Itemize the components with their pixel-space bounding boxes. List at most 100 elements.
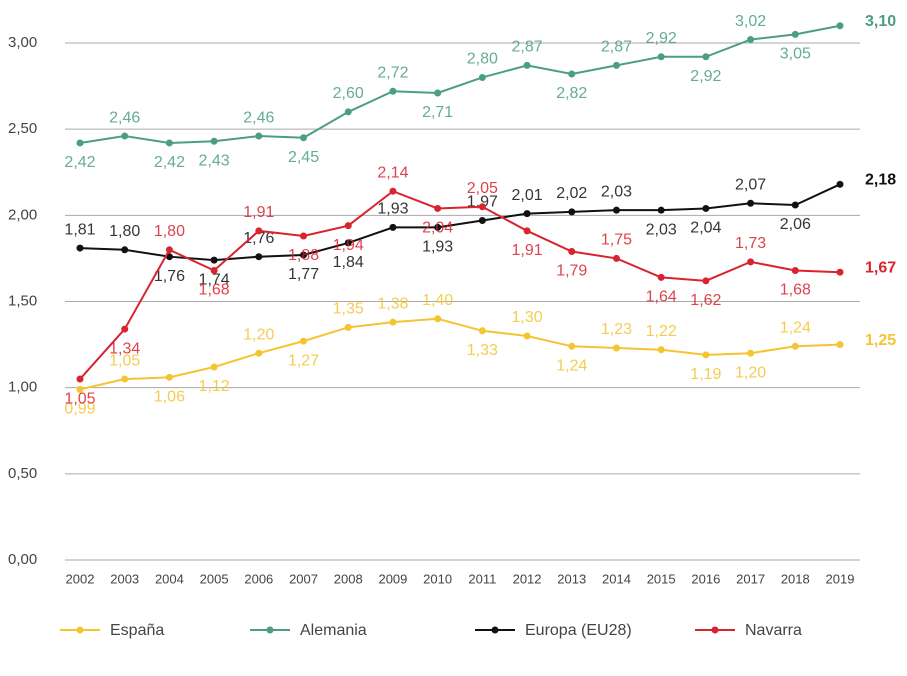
point bbox=[344, 323, 352, 331]
point bbox=[568, 342, 576, 350]
x-tick-label: 2018 bbox=[781, 571, 810, 586]
value-label: 1,80 bbox=[109, 223, 140, 240]
point bbox=[523, 61, 531, 69]
point bbox=[702, 277, 710, 285]
series-line bbox=[79, 24, 841, 144]
point bbox=[76, 385, 84, 393]
point bbox=[523, 332, 531, 340]
x-tick-label: 2002 bbox=[66, 571, 95, 586]
point bbox=[747, 36, 755, 44]
value-label: 2,03 bbox=[646, 221, 677, 238]
value-label: 1,73 bbox=[735, 235, 766, 252]
value-label: 1,94 bbox=[333, 237, 364, 254]
point bbox=[836, 22, 844, 30]
point bbox=[478, 217, 486, 225]
x-tick-label: 2005 bbox=[200, 571, 229, 586]
point bbox=[76, 375, 84, 383]
value-label: 2,45 bbox=[288, 149, 319, 166]
series-line bbox=[79, 317, 841, 391]
x-tick-label: 2017 bbox=[736, 571, 765, 586]
value-label: 2,72 bbox=[377, 64, 408, 81]
point bbox=[791, 30, 799, 38]
point bbox=[165, 246, 173, 254]
point bbox=[568, 208, 576, 216]
point bbox=[76, 244, 84, 252]
point bbox=[121, 246, 129, 254]
value-label: 1,12 bbox=[199, 378, 230, 395]
legend-label: Navarra bbox=[745, 622, 802, 639]
legend-dot bbox=[711, 626, 719, 634]
value-label: 2,01 bbox=[511, 187, 542, 204]
value-label: 1,30 bbox=[511, 309, 542, 326]
point bbox=[434, 89, 442, 97]
value-label: 1,88 bbox=[288, 247, 319, 264]
point bbox=[165, 373, 173, 381]
legend-label: Europa (EU28) bbox=[525, 622, 632, 639]
point bbox=[121, 132, 129, 140]
point bbox=[389, 223, 397, 231]
value-label: 1,75 bbox=[601, 232, 632, 249]
value-label: 2,92 bbox=[646, 30, 677, 47]
value-label: 2,46 bbox=[109, 109, 140, 126]
point bbox=[389, 187, 397, 195]
point bbox=[702, 204, 710, 212]
point bbox=[165, 253, 173, 261]
point bbox=[255, 253, 263, 261]
point bbox=[300, 134, 308, 142]
value-label: 2,46 bbox=[243, 109, 274, 126]
point bbox=[434, 223, 442, 231]
legend-dot bbox=[491, 626, 499, 634]
point bbox=[255, 349, 263, 357]
y-tick-label: 2,00 bbox=[8, 206, 37, 223]
point bbox=[612, 206, 620, 214]
point bbox=[791, 266, 799, 274]
x-tick-label: 2008 bbox=[334, 571, 363, 586]
x-tick-label: 2011 bbox=[468, 571, 496, 586]
y-tick-label: 3,00 bbox=[8, 34, 37, 51]
value-label: 1,33 bbox=[467, 342, 498, 359]
point bbox=[121, 325, 129, 333]
value-label: 2,92 bbox=[690, 68, 721, 85]
value-label: 2,14 bbox=[377, 164, 408, 181]
value-label: 2,60 bbox=[333, 85, 364, 102]
point bbox=[165, 139, 173, 147]
legend-label: Alemania bbox=[300, 622, 367, 639]
point bbox=[434, 204, 442, 212]
x-tick-label: 2006 bbox=[244, 571, 273, 586]
point bbox=[210, 363, 218, 371]
value-label: 1,80 bbox=[154, 223, 185, 240]
point bbox=[210, 137, 218, 145]
point bbox=[389, 87, 397, 95]
point bbox=[568, 248, 576, 256]
point bbox=[255, 132, 263, 140]
value-label: 2,87 bbox=[601, 39, 632, 56]
y-tick-label: 0,50 bbox=[8, 465, 37, 482]
x-tick-label: 2007 bbox=[289, 571, 318, 586]
value-label: 3,05 bbox=[780, 46, 811, 63]
legend-dot bbox=[266, 626, 274, 634]
value-label: 1,93 bbox=[377, 201, 408, 218]
y-tick-label: 1,50 bbox=[8, 292, 37, 309]
x-tick-label: 2019 bbox=[826, 571, 855, 586]
x-tick-label: 2015 bbox=[647, 571, 676, 586]
point bbox=[836, 341, 844, 349]
point bbox=[523, 227, 531, 235]
value-label: 1,76 bbox=[154, 268, 185, 285]
y-tick-label: 0,00 bbox=[8, 551, 37, 568]
value-label: 2,04 bbox=[422, 220, 453, 237]
x-tick-label: 2013 bbox=[557, 571, 586, 586]
x-tick-label: 2016 bbox=[691, 571, 720, 586]
point bbox=[389, 318, 397, 326]
value-label: 2,06 bbox=[780, 216, 811, 233]
y-tick-label: 2,50 bbox=[8, 120, 37, 137]
point bbox=[791, 201, 799, 209]
value-label: 1,24 bbox=[780, 320, 811, 337]
y-tick-label: 1,00 bbox=[8, 379, 37, 396]
value-label: 2,87 bbox=[511, 39, 542, 56]
point bbox=[747, 349, 755, 357]
point bbox=[344, 222, 352, 230]
x-tick-label: 2004 bbox=[155, 571, 184, 586]
point bbox=[657, 53, 665, 61]
value-label: 2,42 bbox=[154, 154, 185, 171]
point bbox=[791, 342, 799, 350]
